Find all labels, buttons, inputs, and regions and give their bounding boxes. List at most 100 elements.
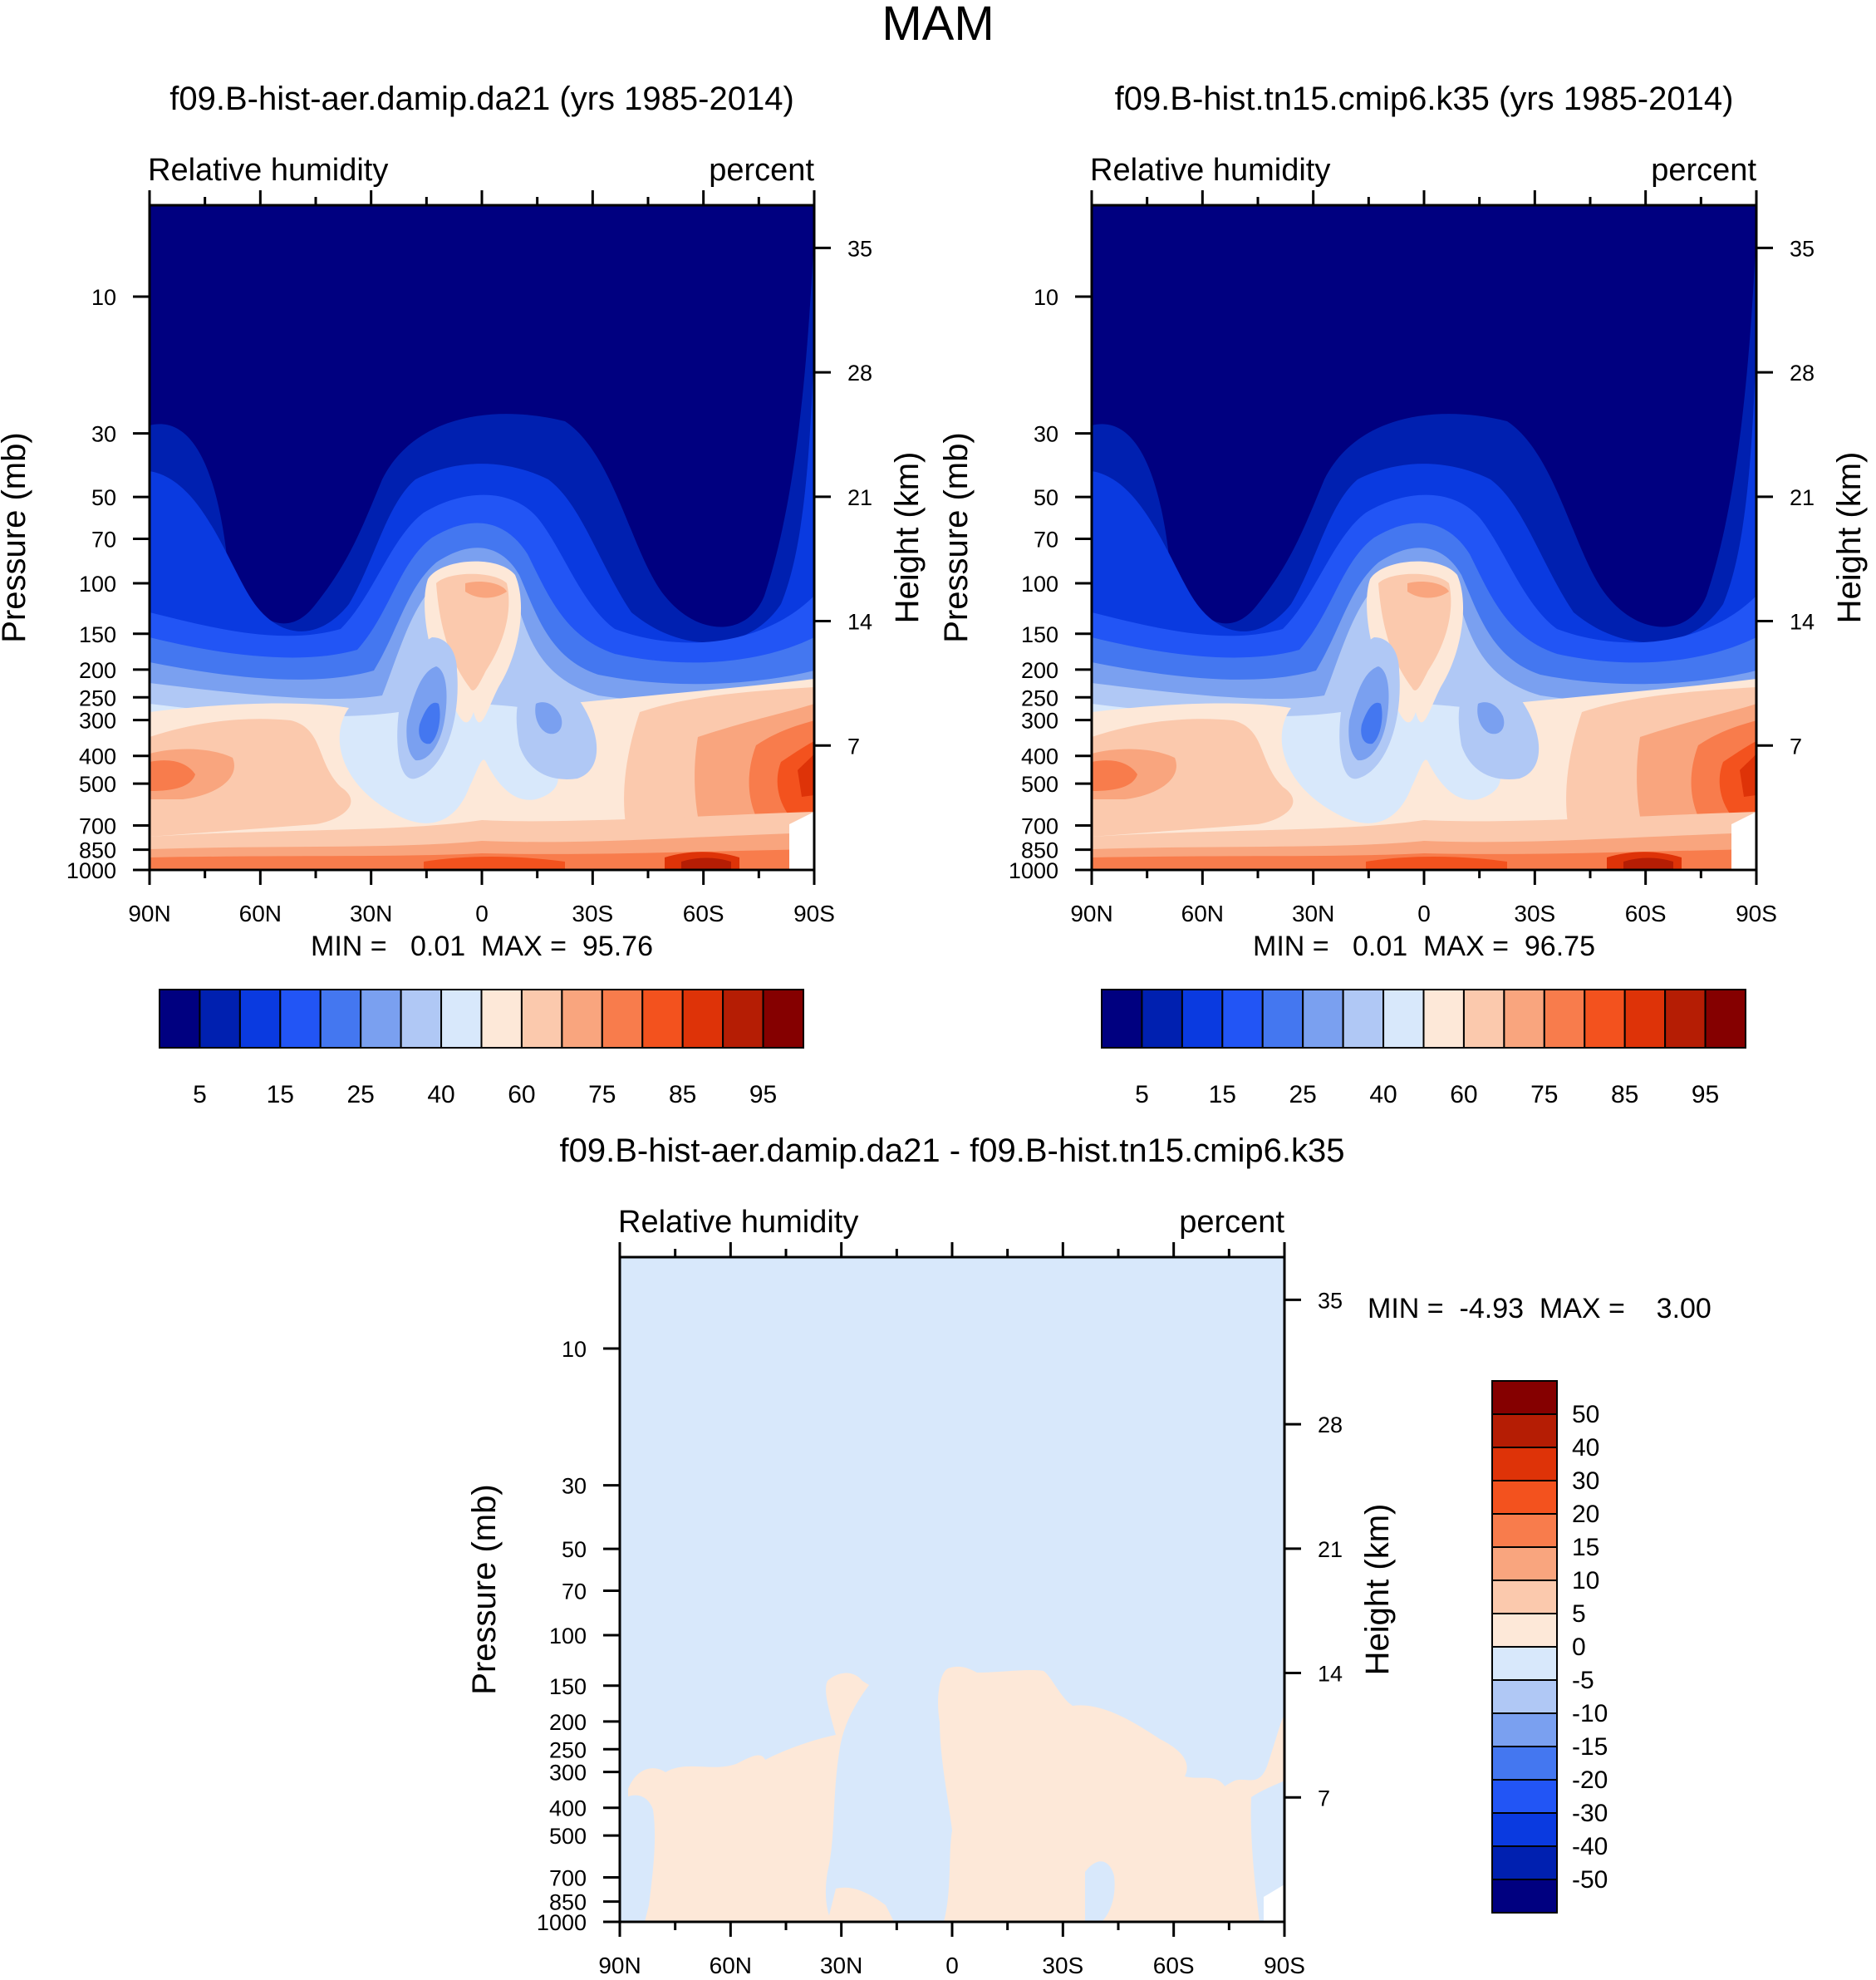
y-tick-right-label: 21 [1318, 1537, 1343, 1562]
y-tick-right-label: 35 [847, 236, 872, 261]
y-tick-right-label: 14 [1790, 610, 1815, 635]
y-tick-label: 70 [1034, 528, 1058, 553]
colorbar-swatch [199, 989, 241, 1049]
x-tick-label: 90S [1736, 901, 1777, 926]
colorbar-swatch [1491, 1746, 1558, 1781]
y-tick-label: 400 [1021, 744, 1058, 769]
colorbar-label: 75 [588, 1081, 616, 1108]
x-tick-label: 60S [683, 901, 724, 926]
x-tick-label: 90S [1264, 1953, 1305, 1978]
y-tick-label: 70 [91, 528, 116, 553]
panel-1-ticks: 90N 60N 30N 0 30S 60S 90S103050701001502002503… [66, 190, 872, 926]
colorbar-label: 95 [1692, 1081, 1719, 1108]
y-tick-label: 200 [79, 658, 116, 683]
colorbar-swatch [159, 989, 201, 1049]
x-tick-label: 0 [475, 901, 489, 926]
colorbar-label: -50 [1572, 1866, 1608, 1894]
panel-2-ylabel-right: Height (km) [1831, 452, 1868, 624]
x-tick-label: 0 [945, 1953, 959, 1978]
colorbar-swatch [1221, 989, 1264, 1049]
y-tick-right-label: 14 [847, 610, 872, 635]
y-tick-label: 250 [1021, 685, 1058, 710]
y-tick-label: 150 [79, 622, 116, 647]
colorbar-swatch [1462, 989, 1505, 1049]
colorbar-swatch [1491, 1380, 1558, 1415]
y-tick-label: 10 [1034, 285, 1058, 310]
colorbar-label: 75 [1530, 1081, 1558, 1108]
colorbar-swatch [1101, 989, 1143, 1049]
panel-1-ylabel: Pressure (mb) [0, 432, 32, 642]
y-tick-label: 250 [549, 1737, 587, 1762]
colorbar-swatch [1491, 1613, 1558, 1648]
colorbar-swatch [641, 989, 684, 1049]
diff-antarctic-surface [1264, 1884, 1284, 1922]
y-tick-label: 300 [549, 1761, 587, 1786]
figure-title: MAM [882, 0, 994, 51]
colorbar-label: 20 [1572, 1501, 1599, 1528]
colorbar-swatch [440, 989, 483, 1049]
panel-1-stats: MIN = 0.01 MAX = 95.76 [311, 931, 653, 962]
colorbar-swatch [1491, 1646, 1558, 1681]
y-tick-right-label: 28 [1790, 361, 1815, 386]
colorbar-swatch [1491, 1879, 1558, 1914]
colorbar-swatch [279, 989, 322, 1049]
y-tick-label: 50 [91, 485, 116, 510]
y-tick-label: 250 [79, 685, 116, 710]
panel-1-left-label: Relative humidity [148, 153, 388, 188]
panel-2-colorbar: 5 15 25 40 60 75 85 95 [1101, 989, 1746, 1108]
x-tick-label: 30S [1042, 1953, 1083, 1978]
y-tick-right-label: 28 [847, 361, 872, 386]
x-tick-label: 90N [128, 901, 170, 926]
colorbar-label: 5 [1572, 1600, 1586, 1628]
y-tick-right-label: 21 [847, 485, 872, 510]
colorbar-swatch [1543, 989, 1586, 1049]
y-tick-label: 10 [562, 1337, 587, 1362]
y-tick-label: 1000 [537, 1910, 587, 1935]
colorbar-label: 5 [1135, 1081, 1149, 1108]
x-tick-label: 0 [1417, 901, 1431, 926]
x-tick-label: 30S [572, 901, 613, 926]
y-tick-right-label: 7 [1318, 1786, 1330, 1810]
colorbar-swatch [1491, 1779, 1558, 1814]
colorbar-label: 25 [1289, 1081, 1317, 1108]
panel-3-right-label: percent [1179, 1205, 1284, 1240]
x-tick-label: 30N [820, 1953, 862, 1978]
x-tick-label: 60N [710, 1953, 752, 1978]
colorbar-swatch [360, 989, 402, 1049]
colorbar-swatch [601, 989, 644, 1049]
colorbar-swatch [762, 989, 804, 1049]
y-tick-label: 1000 [66, 858, 116, 883]
colorbar-swatch [1261, 989, 1304, 1049]
y-tick-label: 850 [79, 838, 116, 863]
panel-3-left-label: Relative humidity [618, 1205, 858, 1240]
colorbar-swatch [561, 989, 603, 1049]
y-tick-label: 500 [1021, 772, 1058, 797]
colorbar-swatch [1491, 1580, 1558, 1614]
colorbar-swatch [1141, 989, 1183, 1049]
colorbar-label: 85 [1611, 1081, 1638, 1108]
x-tick-label: 60S [1625, 901, 1667, 926]
x-tick-label: 60S [1153, 1953, 1195, 1978]
y-tick-label: 150 [549, 1674, 587, 1699]
colorbar-label: -20 [1572, 1766, 1608, 1794]
x-tick-label: 30N [1292, 901, 1334, 926]
colorbar-label: -15 [1572, 1733, 1608, 1761]
colorbar-label: 40 [1369, 1081, 1397, 1108]
panel-2-plot-area [1092, 205, 1756, 870]
colorbar-label: 15 [1209, 1081, 1236, 1108]
y-tick-label: 200 [549, 1710, 587, 1735]
y-tick-label: 700 [549, 1866, 587, 1891]
diff-positive-region-nh [628, 1673, 869, 1922]
colorbar-swatch [1491, 1546, 1558, 1581]
colorbar-swatch [681, 989, 724, 1049]
colorbar-label: 15 [1572, 1534, 1599, 1561]
panel-3-plot-area [620, 1257, 1284, 1922]
colorbar-swatch [1491, 1413, 1558, 1448]
colorbar-label: -40 [1572, 1833, 1608, 1860]
y-tick-label: 30 [562, 1474, 587, 1499]
panel-2-ylabel: Pressure (mb) [938, 432, 975, 642]
colorbar-swatch [1342, 989, 1385, 1049]
colorbar-swatch [1491, 1447, 1558, 1481]
colorbar-label: -30 [1572, 1800, 1608, 1827]
